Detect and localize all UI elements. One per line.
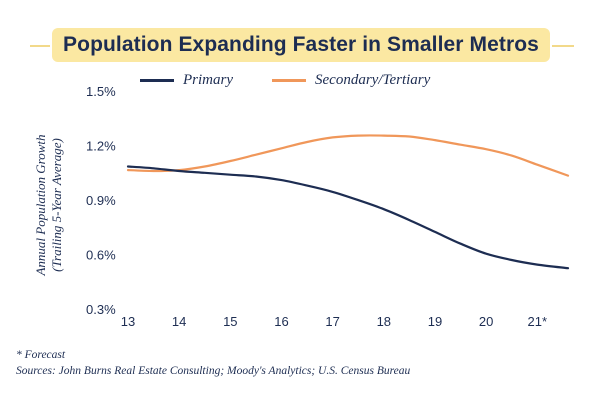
x-tick-label: 18 (377, 314, 391, 329)
y-tick-label: 1.5% (86, 84, 116, 99)
y-axis-ticks: 0.3% 0.6% 0.9% 1.2% 1.5% (86, 84, 116, 317)
legend-item-primary: Primary (140, 72, 233, 89)
legend-swatch-secondary-tertiary (272, 79, 306, 82)
y-tick-label: 0.6% (86, 248, 116, 263)
chart-title-banner: Population Expanding Faster in Smaller M… (0, 28, 600, 64)
legend: Primary Secondary/Tertiary (0, 72, 600, 92)
legend-label-secondary-tertiary: Secondary/Tertiary (315, 72, 431, 88)
chart-title: Population Expanding Faster in Smaller M… (63, 33, 539, 56)
x-tick-label: 16 (274, 314, 288, 329)
legend-label-primary: Primary (183, 72, 233, 88)
x-tick-label: 21* (528, 314, 548, 329)
title-rule-left (30, 45, 50, 47)
y-tick-label: 0.3% (86, 302, 116, 317)
y-tick-label: 0.9% (86, 193, 116, 208)
y-axis-title-line-1: Annual Population Growth (33, 134, 48, 276)
legend-swatch-primary (140, 79, 174, 82)
x-tick-label: 15 (223, 314, 237, 329)
forecast-note: * Forecast (16, 349, 66, 361)
line-chart: Annual Population Growth (Trailing 5-Yea… (33, 84, 570, 329)
x-tick-label: 14 (172, 314, 186, 329)
y-tick-label: 1.2% (86, 139, 116, 154)
y-axis-title: Annual Population Growth (Trailing 5-Yea… (33, 134, 64, 276)
title-rule-right (552, 45, 574, 47)
series-lines (126, 134, 570, 270)
x-tick-label: 19 (428, 314, 442, 329)
x-tick-label: 20 (479, 314, 493, 329)
x-axis-ticks: 13 14 15 16 17 18 19 20 21* (121, 314, 547, 329)
series-line-secondary-tertiary (126, 134, 570, 177)
title-box: Population Expanding Faster in Smaller M… (52, 28, 550, 62)
y-axis-title-line-2: (Trailing 5-Year Average) (49, 138, 64, 272)
x-tick-label: 13 (121, 314, 135, 329)
series-line-primary (126, 165, 570, 270)
sources-note: Sources: John Burns Real Estate Consulti… (16, 365, 411, 377)
legend-item-secondary-tertiary: Secondary/Tertiary (272, 72, 430, 89)
x-tick-label: 17 (325, 314, 339, 329)
